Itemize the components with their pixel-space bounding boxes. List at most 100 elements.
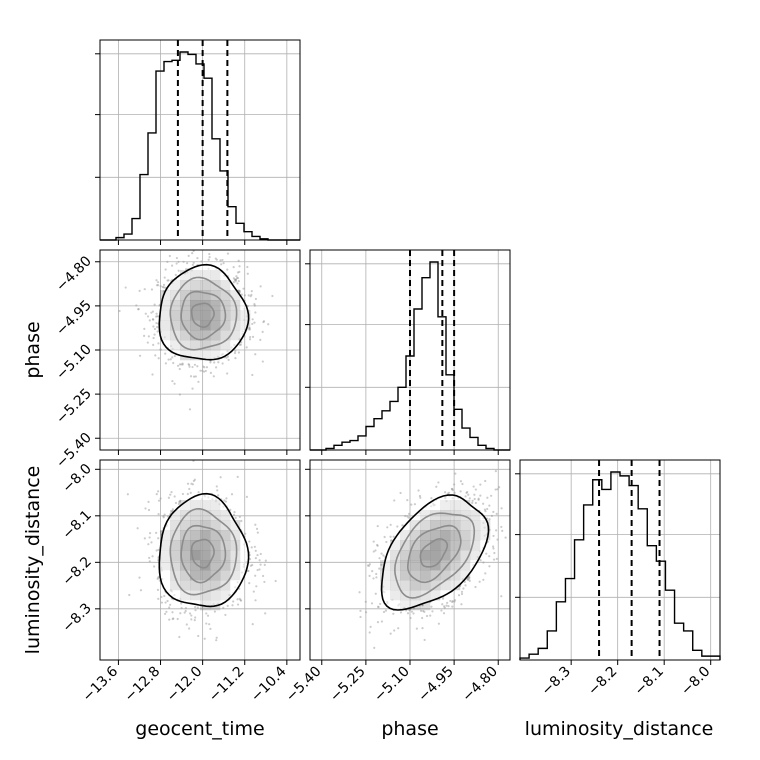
scatter-point: [224, 613, 227, 617]
scatter-point: [234, 349, 237, 352]
scatter-point: [157, 537, 160, 540]
scatter-point: [375, 572, 378, 576]
scatter-point: [467, 493, 470, 496]
scatter-point: [166, 260, 169, 264]
scatter-point: [143, 537, 146, 540]
y-tick-label: −8.2: [59, 554, 94, 589]
scatter-point: [412, 612, 415, 615]
scatter-point: [385, 540, 388, 544]
scatter-point: [163, 513, 166, 516]
histogram-geocent_time: [100, 51, 300, 241]
scatter-point: [232, 281, 235, 284]
scatter-point: [479, 483, 482, 486]
scatter-point: [155, 312, 158, 315]
xlabel-geocent-time: geocent_time: [135, 718, 264, 740]
scatter-point: [156, 330, 159, 333]
scatter-point: [390, 539, 393, 542]
scatter-point: [488, 555, 491, 558]
scatter-point: [406, 515, 409, 518]
scatter-point: [254, 599, 257, 602]
scatter-point: [408, 608, 411, 612]
scatter-point: [498, 486, 501, 489]
scatter-point: [135, 304, 138, 307]
xlabel-phase: phase: [381, 718, 438, 740]
scatter-point: [152, 343, 155, 346]
scatter-point: [177, 269, 180, 272]
scatter-point: [192, 237, 194, 239]
scatter-point: [184, 609, 187, 613]
scatter-point: [155, 315, 158, 318]
scatter-point: [199, 369, 202, 372]
scatter-point: [372, 550, 375, 553]
y-tick-label: −8.1: [59, 507, 94, 542]
scatter-point: [462, 587, 465, 590]
scatter-point: [182, 260, 185, 263]
scatter-point: [485, 552, 488, 555]
scatter-point: [371, 570, 374, 573]
scatter-point: [484, 572, 487, 575]
scatter-point: [164, 601, 167, 604]
scatter-point: [369, 625, 372, 628]
scatter-point: [430, 605, 433, 608]
scatter-point: [396, 525, 399, 528]
scatter-point: [222, 262, 225, 265]
scatter-point: [238, 515, 241, 519]
scatter-point: [453, 483, 456, 486]
scatter-point: [219, 259, 222, 262]
scatter-point: [376, 524, 379, 528]
scatter-point: [423, 638, 426, 642]
hist-panel-phase: [305, 249, 511, 455]
scatter-point: [187, 363, 190, 366]
pair-panel-phase-luminosity_distance: −5.40 −5.25 −5.10 −4.95 −4.80: [283, 459, 511, 705]
scatter-point: [150, 311, 153, 314]
scatter-point: [453, 600, 456, 603]
scatter-point: [259, 563, 262, 566]
scatter-point: [190, 618, 193, 621]
scatter-point: [204, 369, 207, 373]
scatter-point: [251, 318, 254, 321]
scatter-point: [168, 606, 171, 609]
scatter-point: [236, 276, 239, 280]
scatter-point: [205, 612, 208, 615]
scatter-point: [230, 493, 234, 496]
pair-plot-area: [358, 470, 507, 650]
scatter-point: [183, 611, 186, 614]
scatter-point: [187, 254, 190, 258]
scatter-point: [404, 514, 407, 518]
scatter-point: [464, 584, 467, 587]
scatter-point: [192, 261, 195, 264]
scatter-point: [437, 481, 440, 484]
scatter-point: [157, 512, 160, 516]
scatter-point: [378, 567, 381, 570]
scatter-point: [496, 538, 499, 541]
scatter-point: [212, 375, 215, 378]
scatter-point: [226, 268, 229, 271]
scatter-point: [160, 595, 163, 599]
scatter-point: [494, 470, 497, 473]
scatter-point: [179, 612, 182, 615]
scatter-point: [466, 490, 469, 494]
scatter-point: [197, 380, 200, 383]
scatter-point: [262, 320, 265, 324]
scatter-point: [460, 590, 464, 593]
scatter-point: [176, 364, 180, 367]
scatter-point: [247, 569, 250, 573]
scatter-point: [151, 310, 155, 313]
scatter-point: [374, 592, 377, 595]
scatter-point: [166, 599, 169, 603]
scatter-point: [221, 245, 223, 247]
scatter-point: [224, 500, 228, 503]
scatter-point: [263, 563, 266, 566]
scatter-point: [151, 373, 154, 376]
contour-line: [158, 263, 250, 361]
scatter-point: [253, 304, 256, 307]
scatter-point: [472, 485, 475, 488]
scatter-point: [258, 559, 261, 562]
scatter-point: [482, 502, 485, 505]
scatter-point: [478, 580, 481, 583]
scatter-point: [168, 618, 171, 621]
scatter-point: [488, 504, 491, 507]
scatter-point: [431, 610, 434, 613]
scatter-point: [159, 285, 162, 288]
scatter-point: [261, 574, 265, 578]
